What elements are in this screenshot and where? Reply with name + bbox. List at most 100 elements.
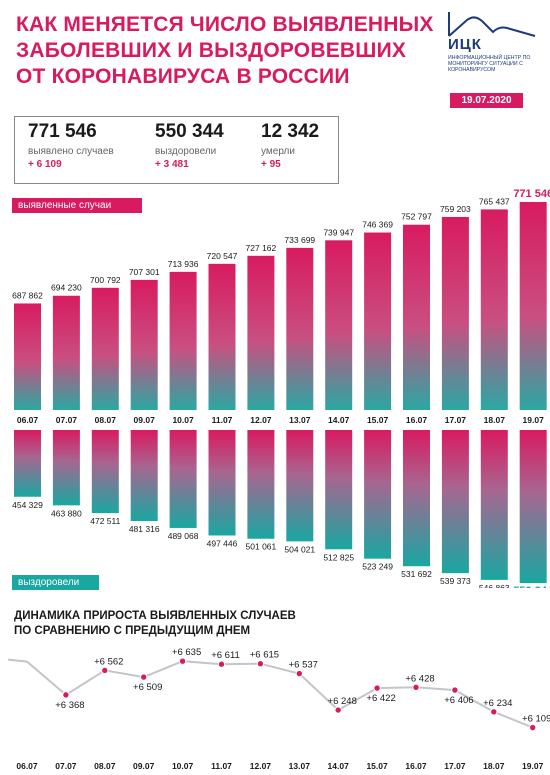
title-line-2: ЗАБОЛЕВШИХ И ВЫЗДОРОВЕВШИХ [16,39,407,62]
cases-value-label: 733 699 [284,235,315,245]
cases-bar [91,287,119,410]
recovered-bar [403,430,430,567]
recovered-value-label: 504 021 [284,544,315,554]
cases-bar [247,255,275,410]
line-date-label: 12.07 [250,761,272,771]
growth-point [217,660,226,668]
recovered-value-label: 481 316 [129,524,160,534]
line-date-label: 07.07 [55,761,77,771]
line-date-label: 16.07 [405,761,427,771]
growth-value-label: +6 422 [366,693,395,704]
stats-box: 771 546 выявлено случаев + 6 109 550 344… [14,116,339,184]
date-tick-label: 12.07 [250,415,272,425]
cases-bar [364,232,392,410]
cases-value-label: 765 437 [479,196,510,206]
line-title-line-1: ДИНАМИКА ПРИРОСТА ВЫЯВЛЕННЫХ СЛУЧАЕВ [14,610,296,622]
cases-bar [441,216,469,410]
recovered-bar [286,430,314,542]
stat-cases: 771 546 выявлено случаев + 6 109 [28,121,114,170]
growth-point [490,708,498,716]
growth-value-label: +6 234 [483,698,512,709]
growth-point [334,706,342,714]
recovered-value-label: 472 511 [90,516,120,526]
stat-delta: + 3 481 [155,159,189,170]
line-title-line-2: ПО СРАВНЕНИЮ С ПРЕДЫДУЩИМ ДНЕМ [14,625,251,637]
line-chart-title: ДИНАМИКА ПРИРОСТА ВЫЯВЛЕННЫХ СЛУЧАЕВ ПО … [14,609,296,639]
line-date-label: 13.07 [289,761,311,771]
line-date-label: 15.07 [366,761,388,771]
date-tick-label: 10.07 [172,415,194,425]
line-date-label: 09.07 [133,761,155,771]
page-title: КАК МЕНЯЕТСЯ ЧИСЛО ВЫЯВЛЕННЫХ ЗАБОЛЕВШИХ… [16,12,434,90]
growth-point [101,666,109,675]
stat-value: 12 342 [261,121,320,142]
cases-value-label: 687 862 [12,290,43,300]
growth-value-label: +6 428 [405,673,434,684]
cases-value-label: 746 369 [362,220,393,230]
cases-value-label: 739 947 [323,227,354,237]
recovered-bar [14,430,41,497]
cases-bar [480,209,508,410]
date-tick-label: 06.07 [17,415,39,425]
recovered-bar [325,430,353,550]
recovered-bar [441,430,469,574]
recovered-bar [247,430,275,539]
growth-value-label: +6 635 [172,647,201,658]
date-tick-label: 09.07 [134,415,156,425]
recovered-bar [130,430,158,522]
recovered-value-label: 512 825 [323,552,354,562]
line-date-label: 10.07 [172,761,194,771]
line-date-label: 18.07 [483,761,505,771]
stat-value: 771 546 [28,121,97,142]
cases-value-label: 771 546 [513,188,550,200]
growth-point [62,691,70,699]
cases-bar [208,263,236,410]
stat-recovered: 550 344 выздоровели + 3 481 [155,121,224,170]
recovered-value-label: 531 692 [401,569,432,579]
recovered-bar [519,430,547,583]
growth-value-label: +6 537 [289,660,318,671]
growth-value-label: +6 109 [522,714,550,725]
stat-label: умерли [261,146,295,157]
line-date-label: 11.07 [211,761,232,771]
growth-value-label: +6 368 [55,700,84,711]
recovered-value-label: 501 061 [246,542,277,552]
cases-bar [130,279,158,410]
cases-bar [325,240,353,410]
date-tick-label: 14.07 [328,415,350,425]
date-badge: 19.07.2020 [450,93,523,108]
cases-value-label: 694 230 [51,283,82,293]
logo-subtitle: ИНФОРМАЦИОННЫЙ ЦЕНТР ПО МОНИТОРИНГУ СИТУ… [448,55,531,73]
line-date-label: 14.07 [328,761,350,771]
line-date-label: 06.07 [16,761,38,771]
line-chart: +6 368 +6 562 +6 509 +6 635 +6 611 +6 615 +6 5… [7,647,550,771]
cases-value-label: 713 936 [168,259,199,269]
growth-value-label: +6 509 [133,682,162,693]
cases-value-label: 752 797 [401,212,432,222]
title-line-3: ОТ КОРОНАВИРУСА В РОССИИ [16,65,350,88]
recovered-value-label: 463 880 [51,508,82,518]
date-tick-label: 13.07 [289,415,311,425]
stat-delta: + 6 109 [28,159,62,170]
logo-name: ИЦК [448,36,482,53]
cases-bar [52,295,80,410]
growth-point [451,686,459,694]
mountain-logo-icon [448,12,536,37]
recovered-value-label: 454 329 [12,500,43,510]
date-tick-label: 07.07 [56,415,78,425]
cases-bar [403,224,430,410]
stat-deaths: 12 342 умерли + 95 [261,121,319,170]
growth-point [140,673,148,681]
cases-bar [169,271,197,410]
growth-point [412,683,420,692]
cases-value-label: 707 301 [129,267,160,277]
cases-series-label: выявленные случаи [12,198,142,213]
cases-bar [14,303,41,410]
title-line-1: КАК МЕНЯЕТСЯ ЧИСЛО ВЫЯВЛЕННЫХ [16,13,434,36]
bar-chart: 687 862 06.07 454 329 694 230 07.07 463 880 70… [12,188,550,588]
cases-value-label: 759 203 [440,204,471,214]
line-date-label: 19.07 [522,761,544,771]
growth-point [295,669,303,678]
recovered-bar [208,430,236,536]
line-date-label: 08.07 [94,761,116,771]
